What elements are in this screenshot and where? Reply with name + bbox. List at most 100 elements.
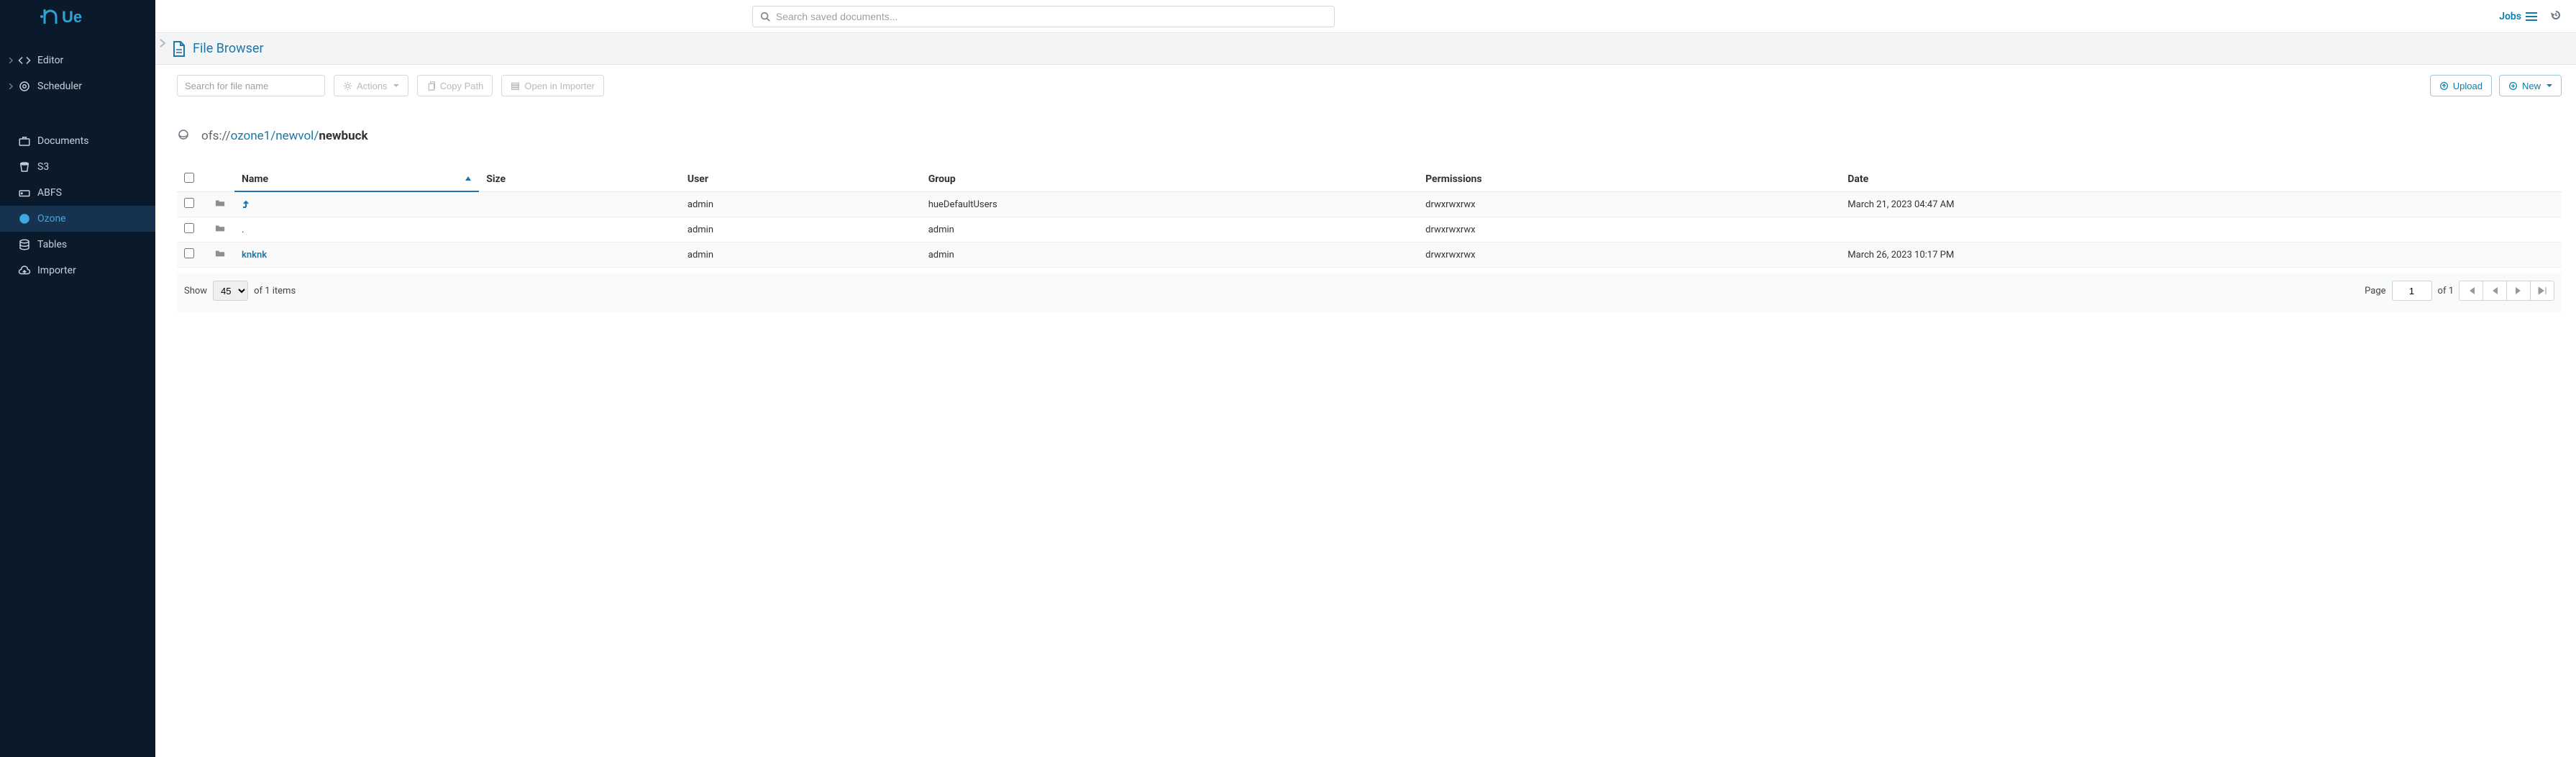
- sidebar-item-scheduler[interactable]: Scheduler: [0, 73, 155, 99]
- sidebar: Ue Editor Scheduler: [0, 0, 155, 757]
- breadcrumb-current: newbuck: [319, 129, 367, 143]
- sidebar-item-documents[interactable]: Documents: [0, 128, 155, 154]
- breadcrumb-segment[interactable]: ozone1: [231, 129, 271, 143]
- page-label: Page: [2365, 286, 2385, 296]
- page-input[interactable]: [2392, 281, 2432, 301]
- page-title: File Browser: [193, 41, 264, 56]
- jobs-label: Jobs: [2499, 11, 2521, 22]
- level-up-link[interactable]: [242, 199, 250, 210]
- cell-permissions: drwxrwxrwx: [1418, 217, 1840, 242]
- folder-icon: [206, 242, 234, 268]
- column-size[interactable]: Size: [479, 167, 680, 192]
- cell-size: [479, 217, 680, 242]
- jobs-link[interactable]: Jobs: [2499, 11, 2537, 22]
- next-icon: [2514, 287, 2523, 294]
- table-row[interactable]: admin hueDefaultUsers drwxrwxrwx March 2…: [177, 192, 2562, 217]
- hue-logo-icon: Ue: [40, 6, 112, 27]
- cell-permissions: drwxrwxrwx: [1418, 242, 1840, 268]
- chevron-right-icon: [6, 58, 16, 63]
- breadcrumb: ofs://ozone1/newvol/newbuck: [201, 129, 368, 143]
- pager-first[interactable]: [2459, 281, 2483, 301]
- list-icon: [2526, 12, 2537, 22]
- pager-next[interactable]: [2506, 281, 2531, 301]
- page-size-select[interactable]: 45: [213, 281, 248, 301]
- drive-icon: [16, 186, 33, 199]
- row-checkbox[interactable]: [184, 198, 194, 208]
- new-button[interactable]: New: [2499, 75, 2562, 96]
- sidebar-item-label: Editor: [37, 55, 63, 66]
- column-date[interactable]: Date: [1840, 167, 2562, 192]
- search-icon: [760, 12, 770, 22]
- copy-icon: [426, 81, 436, 91]
- cell-group: hueDefaultUsers: [921, 192, 1418, 217]
- import-icon: [511, 81, 520, 91]
- sidebar-item-label: ABFS: [37, 187, 62, 199]
- pager-prev[interactable]: [2483, 281, 2507, 301]
- pager-last[interactable]: [2530, 281, 2554, 301]
- file-table: Name Size User Group Permissions Date: [177, 167, 2562, 268]
- table-row[interactable]: . admin admin drwxrwxrwx: [177, 217, 2562, 242]
- sort-asc-icon: [465, 174, 472, 186]
- column-user[interactable]: User: [680, 167, 921, 192]
- target-icon: [16, 80, 33, 93]
- column-permissions[interactable]: Permissions: [1418, 167, 1840, 192]
- sidebar-item-label: Documents: [37, 135, 88, 147]
- page-header: File Browser: [155, 33, 2576, 65]
- upload-label: Upload: [2453, 81, 2483, 91]
- sidebar-item-importer[interactable]: Importer: [0, 258, 155, 284]
- cell-group: admin: [921, 242, 1418, 268]
- plus-circle-icon: [2508, 81, 2518, 91]
- sidebar-item-label: Tables: [37, 239, 67, 250]
- actions-button[interactable]: Actions: [334, 75, 408, 96]
- sidebar-item-label: S3: [37, 161, 49, 173]
- column-group[interactable]: Group: [921, 167, 1418, 192]
- cell-permissions: drwxrwxrwx: [1418, 192, 1840, 217]
- of-pages: of 1: [2438, 286, 2454, 296]
- global-search-input[interactable]: [776, 11, 1327, 22]
- file-icon: [173, 41, 186, 57]
- cloud-upload-icon: [16, 264, 33, 277]
- row-checkbox[interactable]: [184, 223, 194, 233]
- global-search[interactable]: [752, 6, 1335, 27]
- dir-link[interactable]: knknk: [242, 250, 267, 260]
- gear-icon: [343, 81, 352, 91]
- upload-button[interactable]: Upload: [2430, 75, 2492, 96]
- logo: Ue: [0, 0, 155, 33]
- history-icon: [2550, 9, 2562, 21]
- cell-date: March 21, 2023 04:47 AM: [1840, 192, 2562, 217]
- open-importer-button[interactable]: Open in Importer: [501, 75, 604, 96]
- last-icon: [2538, 287, 2547, 294]
- code-icon: [16, 54, 33, 67]
- sidebar-item-ozone[interactable]: Ozone: [0, 206, 155, 232]
- of-items: of 1 items: [254, 286, 296, 296]
- sidebar-item-label: Scheduler: [37, 81, 82, 92]
- ozone-icon: [16, 212, 33, 225]
- breadcrumb-segment[interactable]: newvol: [275, 129, 314, 143]
- svg-text:Ue: Ue: [62, 8, 82, 26]
- table-row[interactable]: knknk admin admin drwxrwxrwx March 26, 2…: [177, 242, 2562, 268]
- sidebar-item-label: Ozone: [37, 213, 66, 225]
- sidebar-item-tables[interactable]: Tables: [0, 232, 155, 258]
- bucket-icon: [16, 160, 33, 173]
- select-all-checkbox[interactable]: [184, 173, 194, 183]
- sidebar-nav-section: Documents S3 ABFS Ozone: [0, 114, 155, 284]
- folder-icon: [206, 192, 234, 217]
- briefcase-icon: [16, 135, 33, 148]
- collapse-sidebar-button[interactable]: [158, 39, 167, 50]
- sidebar-item-abfs[interactable]: ABFS: [0, 180, 155, 206]
- column-name[interactable]: Name: [234, 167, 479, 192]
- row-checkbox[interactable]: [184, 248, 194, 258]
- folder-icon: [206, 217, 234, 242]
- open-importer-label: Open in Importer: [524, 81, 595, 91]
- copy-path-button[interactable]: Copy Path: [417, 75, 493, 96]
- sidebar-item-s3[interactable]: S3: [0, 154, 155, 180]
- sidebar-top-section: Editor Scheduler: [0, 33, 155, 99]
- file-search-input[interactable]: [185, 76, 317, 96]
- cell-date: March 26, 2023 10:17 PM: [1840, 242, 2562, 268]
- history-button[interactable]: [2550, 9, 2562, 24]
- cell-size: [479, 242, 680, 268]
- sidebar-item-editor[interactable]: Editor: [0, 47, 155, 73]
- self-dir: .: [242, 225, 244, 235]
- file-search[interactable]: [177, 75, 325, 96]
- prev-icon: [2490, 287, 2499, 294]
